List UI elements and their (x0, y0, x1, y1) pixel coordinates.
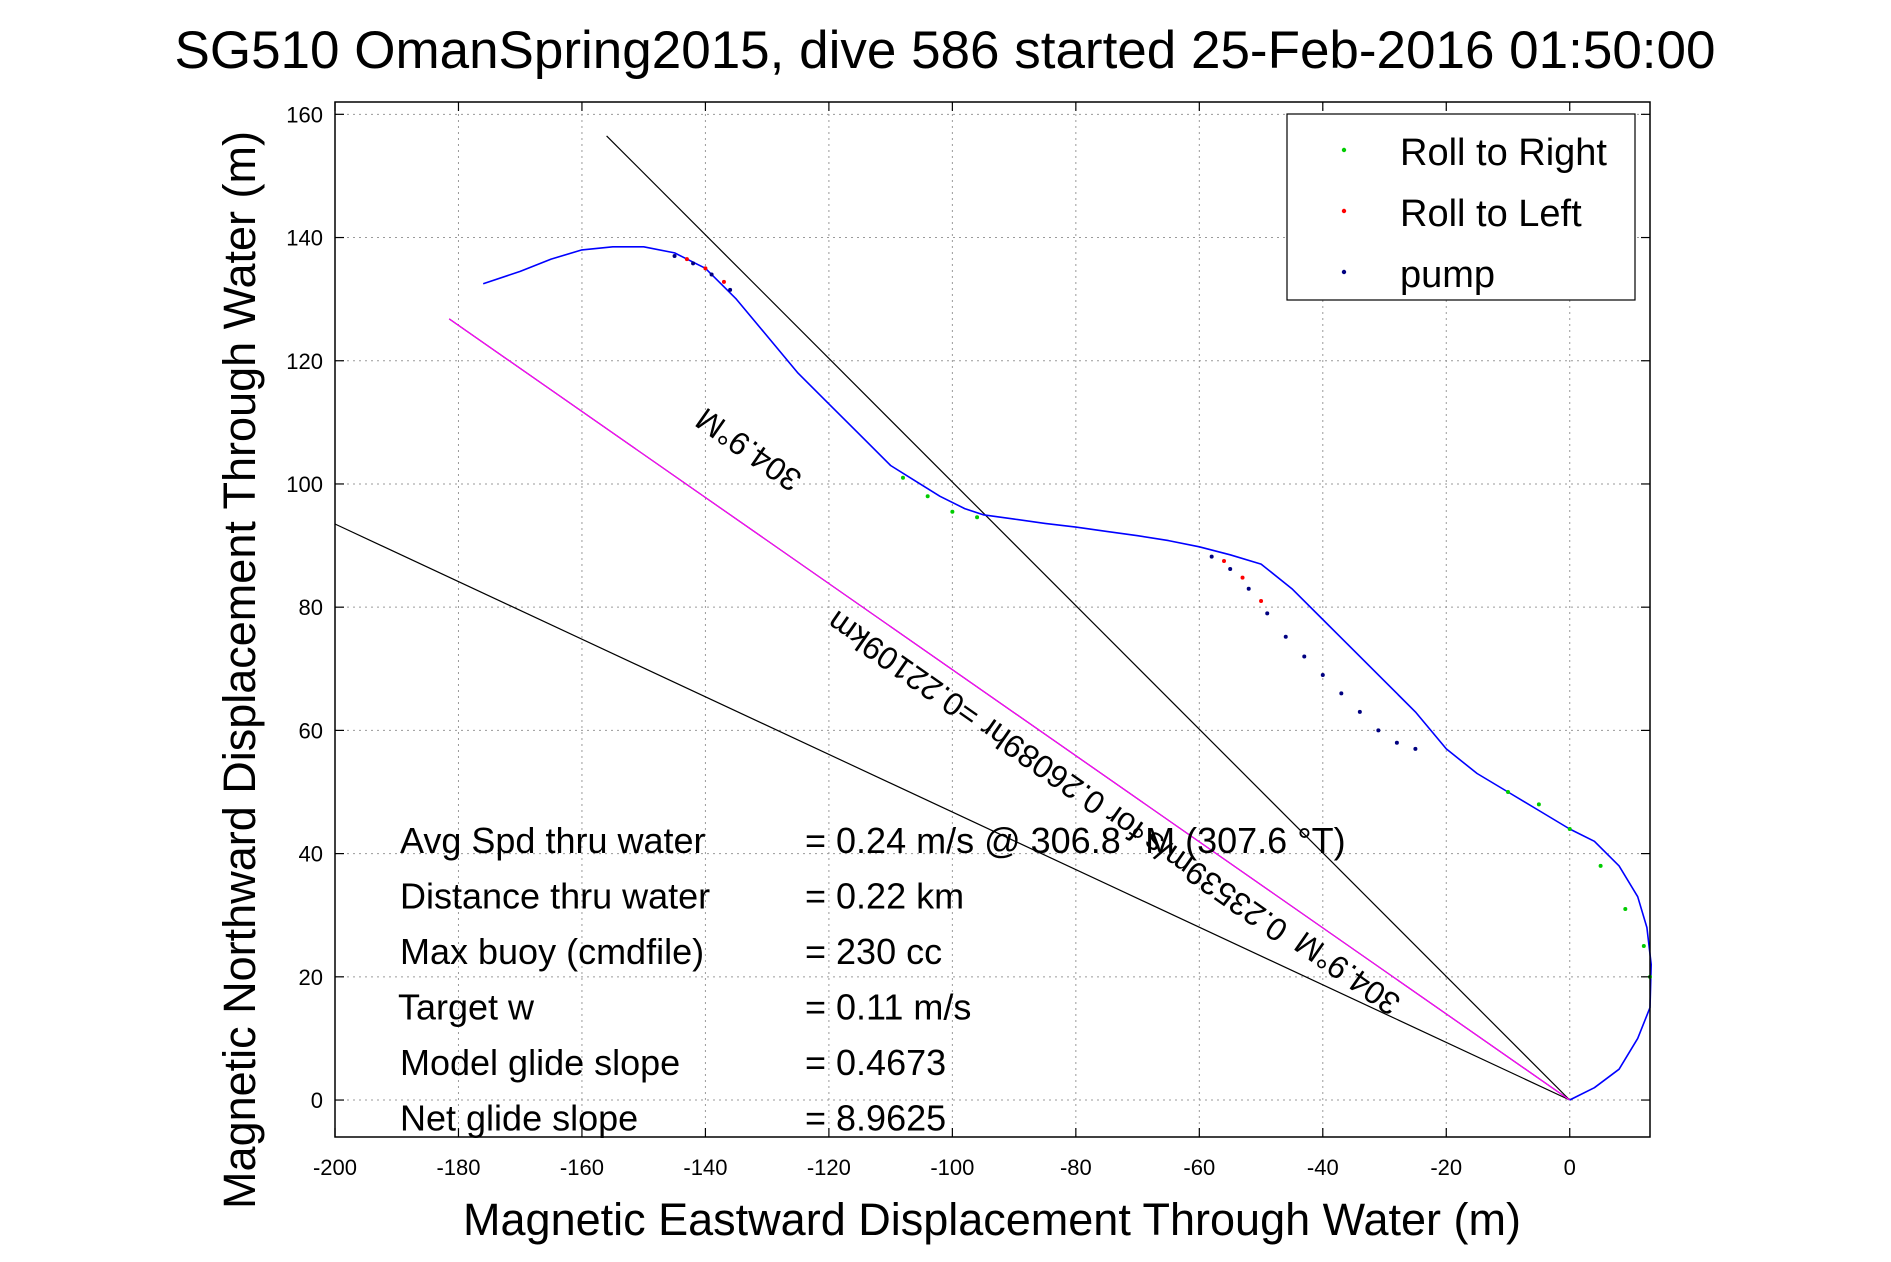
plot-frame (334, 101, 1651, 1138)
legend-box (1286, 113, 1636, 301)
roll-left-point (1259, 599, 1264, 604)
roll-left-point (1240, 575, 1245, 580)
y-tick-label: 60 (299, 718, 323, 743)
pump-point (672, 254, 677, 259)
pump-point (691, 261, 696, 266)
x-tick-label: -20 (1430, 1155, 1462, 1180)
x-tick-label: -40 (1307, 1155, 1339, 1180)
axis-ticks: -200 -180 -160 -140 -120 -100 -80 -60 -40 -20 0020… (286, 102, 1650, 1180)
stat-label: Max buoy (cmdfile) (400, 931, 704, 972)
roll-right-point (1506, 790, 1511, 794)
chart-title: SG510 OmanSpring2015, dive 586 started 2… (175, 21, 1716, 80)
roll-right-point (925, 494, 930, 499)
stat-label: Target w (398, 987, 535, 1028)
reference-line-series (334, 523, 1570, 1101)
y-tick-label: 40 (299, 842, 323, 867)
roll-left-point (684, 257, 689, 262)
x-tick-label: -160 (560, 1155, 604, 1180)
stat-label: Model glide slope (400, 1042, 680, 1083)
roll-right-point (1567, 826, 1572, 831)
y-tick-label: 140 (286, 226, 323, 251)
pump-point (1283, 634, 1288, 639)
legend: Roll to Right Roll to Left pump (1286, 113, 1636, 301)
pump-point (1394, 740, 1399, 745)
y-tick-label: 100 (286, 472, 323, 497)
pump-point (1376, 728, 1381, 733)
legend-marker (1341, 147, 1347, 153)
stat-value: = 0.22 km (805, 876, 964, 917)
roll-right-point (1623, 907, 1628, 912)
legend-entry: Roll to Left (1400, 193, 1582, 235)
pump-point (1357, 709, 1362, 714)
pump-point (1302, 654, 1307, 659)
x-tick-label: -200 (313, 1155, 357, 1180)
pump-point (1265, 611, 1270, 616)
legend-entry: Roll to Right (1400, 132, 1607, 174)
pump-point (1228, 566, 1233, 571)
stat-label: Distance thru water (400, 876, 710, 917)
pump-point (1320, 672, 1325, 677)
y-tick-label: 20 (299, 965, 323, 990)
y-tick-label: 0 (311, 1088, 323, 1113)
y-tick-label: 80 (299, 595, 323, 620)
net-heading-line-series (448, 318, 1571, 1101)
y-tick-label: 120 (286, 349, 323, 374)
stat-value: = 0.4673 (805, 1042, 946, 1083)
x-tick-label: -60 (1183, 1155, 1215, 1180)
legend-marker (1341, 208, 1347, 214)
pump-point (1339, 691, 1344, 696)
track-series (482, 246, 1652, 1101)
x-tick-label: -120 (807, 1155, 851, 1180)
legend-marker (1341, 269, 1347, 275)
stat-value: = 0.24 m/s @ 306.8 °M (307.6 °T) (805, 820, 1346, 861)
roll-left-point (721, 279, 726, 284)
pump-point (1209, 554, 1214, 559)
pump-point (1246, 586, 1251, 591)
roll-left-point (703, 266, 708, 271)
pump-point (1413, 746, 1418, 751)
roll-right-point (1536, 802, 1541, 807)
series-layer (334, 135, 1652, 1101)
y-axis-label: Magnetic Northward Displacement Through … (214, 131, 265, 1209)
y-tick-label: 160 (286, 102, 323, 127)
stat-value: = 0.11 m/s (805, 987, 971, 1028)
roll-right-point (1598, 863, 1603, 868)
stats-block: Avg Spd thru water = 0.24 m/s @ 306.8 °M … (398, 820, 1346, 1139)
x-tick-label: -140 (683, 1155, 727, 1180)
x-axis-label: Magnetic Eastward Displacement Through W… (463, 1194, 1521, 1245)
x-tick-label: -100 (930, 1155, 974, 1180)
stat-label: Avg Spd thru water (400, 820, 706, 861)
roll-right-point (1641, 944, 1646, 949)
x-tick-label: -180 (436, 1155, 480, 1180)
roll-right-point (975, 515, 980, 520)
stat-value: = 8.9625 (805, 1098, 946, 1139)
pump-point (709, 272, 714, 277)
roll-left-point (1222, 558, 1227, 563)
x-tick-label: -80 (1060, 1155, 1092, 1180)
stat-label: Net glide slope (400, 1098, 638, 1139)
x-tick-label: 0 (1564, 1155, 1576, 1180)
roll-right-point (950, 509, 955, 514)
roll-right-point (900, 475, 905, 480)
legend-entry: pump (1400, 254, 1495, 296)
reference-line-series (606, 135, 1571, 1101)
stat-value: = 230 cc (805, 931, 942, 972)
pump-point (728, 287, 733, 292)
